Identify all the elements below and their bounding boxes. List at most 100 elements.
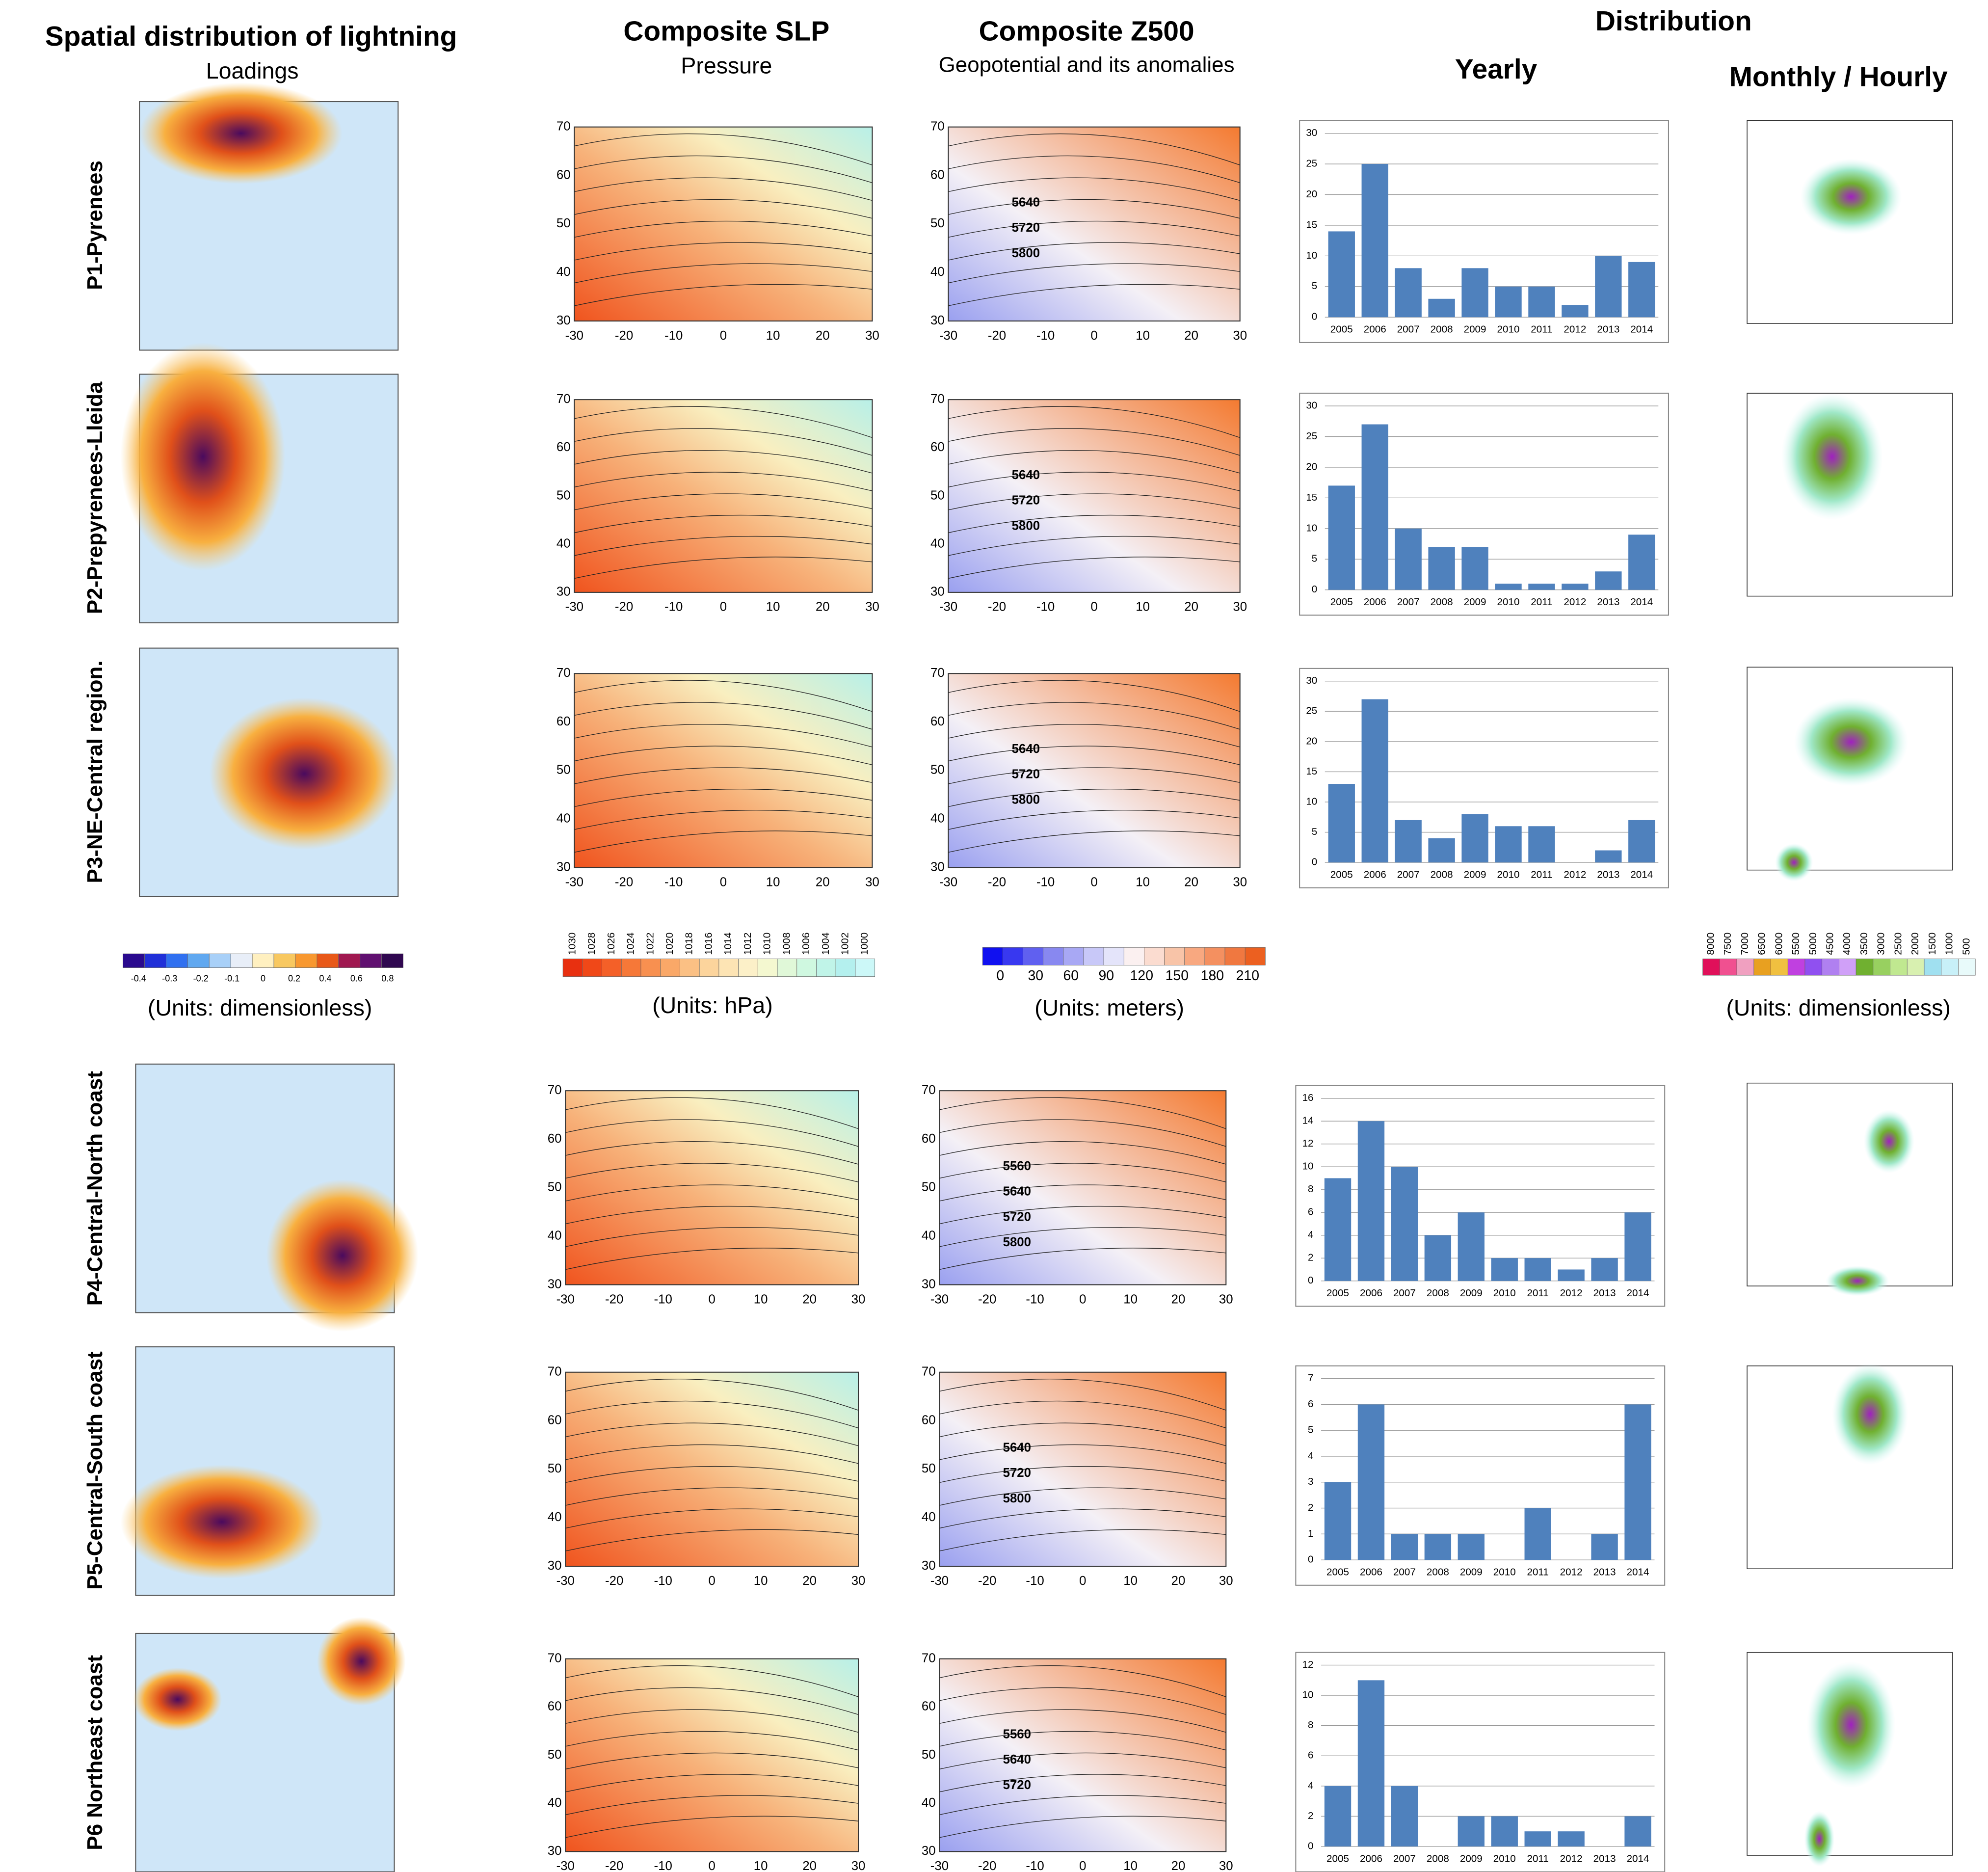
y-tick-label: 5 [1312,553,1318,564]
units-label: (Units: dimensionless) [148,995,372,1020]
colorbar-cell [680,959,699,977]
column-title: Composite Z500 [979,16,1194,47]
colorbar-cell [836,959,855,977]
lon-tick-label: -20 [615,600,633,614]
bar [1458,1534,1484,1560]
lon-tick-label: 10 [754,1574,768,1588]
lon-tick-label: 10 [1123,1292,1138,1306]
lat-tick-label: 40 [922,1229,936,1242]
lat-tick-label: 40 [548,1510,562,1524]
y-tick-label: 2 [1308,1810,1314,1821]
contour-label: 5640 [1003,1185,1031,1199]
x-tick-label: 2014 [1627,1566,1649,1578]
bar [1328,485,1355,589]
loading-blob [266,1179,419,1332]
lon-tick-label: -10 [654,1859,672,1872]
lat-tick-label: 30 [922,1559,936,1573]
x-tick-label: 2005 [1326,1566,1349,1578]
lon-tick-label: -20 [605,1574,623,1588]
lon-tick-label: 20 [1171,1859,1186,1872]
row-label: P2-Prepyrenees-Lleida [83,381,107,614]
contour-label: 5560 [1003,1727,1031,1741]
y-tick-label: 6 [1308,1398,1314,1410]
lon-tick-label: -30 [930,1859,949,1872]
y-tick-label: 0 [1312,584,1318,595]
colorbar-tick-label: 1028 [586,933,597,955]
colorbar-cell [563,959,583,977]
x-tick-label: 2009 [1460,1853,1483,1864]
colorbar-cell [339,954,360,967]
bar [1428,547,1455,589]
row-label: P4-Central-North coast [83,1071,107,1306]
lat-tick-label: 70 [930,666,945,680]
lon-tick-label: 30 [865,875,879,889]
colorbar-tick-label: -0.4 [131,974,146,984]
x-tick-label: 2009 [1460,1566,1483,1578]
y-tick-label: 0 [1308,1554,1314,1565]
lon-tick-label: -30 [557,1859,575,1872]
colorbar-cell [1907,959,1924,976]
contour-label: 5720 [1012,221,1040,235]
lat-tick-label: 50 [930,763,945,777]
x-tick-label: 2006 [1364,869,1386,880]
colorbar-tick-label: 1500 [1927,933,1938,955]
y-tick-label: 10 [1306,796,1317,807]
lon-tick-label: 0 [1079,1859,1086,1872]
colorbar-cell [719,959,739,977]
colorbar-tick-label: 3000 [1876,933,1887,955]
bar [1491,1258,1518,1281]
bar [1528,584,1555,589]
lat-tick-label: 50 [548,1462,562,1475]
x-tick-label: 2009 [1464,869,1486,880]
lon-tick-label: 20 [816,329,830,343]
lon-tick-label: 20 [1184,875,1198,889]
contour-label: 5640 [1012,196,1040,210]
lon-tick-label: -10 [1026,1574,1044,1588]
density-blob [1807,1661,1896,1788]
lat-tick-label: 70 [930,120,945,134]
slp-map [565,1659,858,1852]
colorbar-tick-label: 1004 [820,933,831,955]
bar [1624,1404,1651,1560]
bar [1362,699,1388,863]
loading-blob [120,1465,323,1579]
x-tick-label: 2009 [1460,1287,1483,1299]
lat-tick-label: 50 [548,1748,562,1762]
lon-tick-label: -20 [988,600,1006,614]
y-tick-label: 6 [1308,1750,1314,1761]
contour-label: 5640 [1003,1441,1031,1455]
x-tick-label: 2005 [1326,1853,1349,1864]
y-tick-label: 4 [1308,1450,1314,1461]
loading-blob [317,1617,406,1706]
density-blob [1864,1110,1914,1173]
x-tick-label: 2010 [1497,596,1520,608]
density-blob [1832,1364,1908,1465]
bar [1591,1258,1617,1281]
colorbar-tick-label: 2000 [1909,933,1921,955]
lat-tick-label: 40 [557,265,571,279]
y-tick-label: 12 [1302,1659,1314,1670]
contour-label: 5720 [1003,1210,1031,1224]
z500-map [948,400,1240,592]
z500-map [939,1659,1226,1852]
x-tick-label: 2013 [1597,869,1619,880]
row-label: P6 Northeast coast [83,1655,107,1850]
x-tick-label: 2010 [1497,324,1520,335]
lat-tick-label: 70 [922,1083,936,1097]
x-tick-label: 2014 [1630,324,1653,335]
colorbar-cell [252,954,274,967]
column-title: Composite SLP [623,16,829,47]
x-tick-label: 2007 [1397,324,1420,335]
bar [1624,1212,1651,1281]
lat-tick-label: 40 [930,537,945,551]
x-tick-label: 2007 [1397,596,1420,608]
colorbar-cell [1084,947,1104,965]
colorbar-tick-label: 210 [1236,968,1259,984]
bar [1328,784,1355,862]
colorbar-tick-label: 4000 [1841,933,1853,955]
x-tick-label: 2008 [1431,869,1453,880]
colorbar-cell [1144,947,1164,965]
y-tick-label: 5 [1312,280,1318,292]
colorbar-tick-label: 180 [1201,968,1224,984]
bar [1391,1167,1418,1281]
